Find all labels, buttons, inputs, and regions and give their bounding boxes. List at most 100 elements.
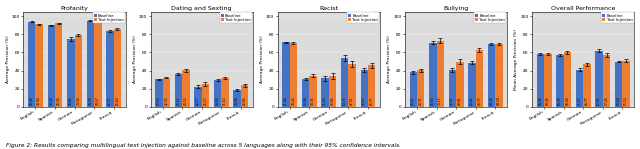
Text: 50.04: 50.04	[616, 96, 621, 105]
Text: 92.24: 92.24	[57, 96, 61, 105]
Text: 70.93: 70.93	[431, 96, 435, 105]
Bar	[348, 64, 356, 107]
Text: 70.24: 70.24	[291, 96, 296, 105]
Title: Dating and Sexting: Dating and Sexting	[172, 6, 232, 11]
Bar	[241, 85, 248, 107]
Bar	[468, 63, 476, 107]
Bar	[583, 65, 591, 107]
Bar	[456, 62, 463, 107]
Text: 30.94: 30.94	[303, 96, 308, 105]
Text: 31.52: 31.52	[223, 96, 227, 105]
Bar	[114, 29, 121, 107]
Text: 48.61: 48.61	[470, 96, 474, 105]
Text: 94.57: 94.57	[96, 96, 100, 105]
Bar	[449, 70, 456, 107]
Bar	[67, 39, 75, 107]
Bar	[28, 22, 35, 107]
Text: 94.90: 94.90	[88, 96, 92, 105]
Bar	[182, 70, 189, 107]
Bar	[595, 51, 603, 107]
Text: 71.04: 71.04	[284, 96, 288, 105]
Text: 49.81: 49.81	[458, 96, 462, 105]
Bar	[556, 55, 564, 107]
Bar	[55, 23, 63, 107]
Bar	[329, 76, 337, 107]
Bar	[488, 44, 495, 107]
Text: 60.06: 60.06	[565, 96, 570, 105]
Text: 45.77: 45.77	[370, 96, 374, 105]
Bar	[476, 50, 483, 107]
Text: 34.34: 34.34	[311, 97, 315, 105]
Y-axis label: Average Precision (%): Average Precision (%)	[6, 35, 10, 83]
Bar	[321, 78, 329, 107]
Text: 62.05: 62.05	[597, 96, 601, 105]
Text: 32.30: 32.30	[164, 96, 168, 105]
Text: 90.18: 90.18	[49, 96, 53, 105]
Text: 90.94: 90.94	[37, 96, 41, 105]
Text: 31.45: 31.45	[323, 96, 327, 105]
Text: 69.58: 69.58	[497, 96, 501, 105]
Text: Figure 2: Results comparing multilingual text injection against baseline across : Figure 2: Results comparing multilingual…	[6, 142, 401, 148]
Text: 74.88: 74.88	[69, 97, 73, 105]
Y-axis label: Mean Average Precision (%): Mean Average Precision (%)	[514, 29, 518, 90]
Y-axis label: Average Precision (%): Average Precision (%)	[132, 35, 137, 83]
Text: 41.17: 41.17	[577, 97, 582, 105]
Text: 51.14: 51.14	[624, 96, 628, 105]
Text: 29.43: 29.43	[216, 96, 220, 105]
Text: 23.85: 23.85	[243, 96, 246, 105]
Bar	[436, 41, 444, 107]
Text: 40.51: 40.51	[451, 96, 454, 105]
Text: 79.24: 79.24	[76, 96, 80, 105]
Bar	[576, 70, 583, 107]
Bar	[537, 54, 544, 107]
Bar	[622, 60, 630, 107]
Text: 40.67: 40.67	[362, 96, 366, 105]
Bar	[234, 90, 241, 107]
Text: 58.46: 58.46	[538, 96, 542, 105]
Bar	[195, 87, 202, 107]
Text: 30.52: 30.52	[157, 96, 161, 105]
Bar	[410, 72, 417, 107]
Legend: Baseline, Text Injection: Baseline, Text Injection	[93, 12, 125, 23]
Bar	[175, 74, 182, 107]
Title: Overall Performance: Overall Performance	[551, 6, 616, 11]
Text: 85.63: 85.63	[115, 96, 120, 105]
Bar	[163, 78, 170, 107]
Bar	[302, 79, 309, 107]
Y-axis label: Average Precision (%): Average Precision (%)	[387, 35, 391, 83]
Bar	[214, 80, 221, 107]
Text: 62.71: 62.71	[477, 96, 481, 105]
Bar	[495, 44, 502, 107]
Text: 19.06: 19.06	[235, 96, 239, 105]
Bar	[615, 62, 622, 107]
Bar	[221, 78, 228, 107]
Text: 73.13: 73.13	[438, 97, 442, 105]
Bar	[603, 55, 610, 107]
Text: 25.17: 25.17	[204, 96, 207, 105]
Text: 40.52: 40.52	[184, 96, 188, 105]
Text: 40.31: 40.31	[419, 96, 422, 105]
Title: Bullying: Bullying	[444, 6, 468, 11]
Bar	[202, 84, 209, 107]
Title: Racist: Racist	[319, 6, 339, 11]
Y-axis label: Average Precision (%): Average Precision (%)	[260, 35, 264, 83]
Bar	[290, 43, 297, 107]
Bar	[94, 21, 102, 107]
Text: 93.98: 93.98	[29, 96, 34, 105]
Bar	[155, 79, 163, 107]
Legend: Baseline, Text Injection: Baseline, Text Injection	[601, 12, 634, 23]
Bar	[417, 70, 424, 107]
Bar	[75, 35, 82, 107]
Bar	[341, 58, 348, 107]
Legend: Baseline, Text Injection: Baseline, Text Injection	[474, 12, 506, 23]
Text: 83.72: 83.72	[108, 97, 112, 105]
Legend: Baseline, Text Injection: Baseline, Text Injection	[220, 12, 252, 23]
Title: Profanity: Profanity	[61, 6, 88, 11]
Text: 36.11: 36.11	[177, 96, 180, 105]
Text: 69.18: 69.18	[490, 96, 493, 105]
Bar	[86, 21, 94, 107]
Bar	[47, 25, 55, 107]
Text: 57.26: 57.26	[605, 96, 609, 105]
Bar	[282, 42, 290, 107]
Bar	[429, 43, 436, 107]
